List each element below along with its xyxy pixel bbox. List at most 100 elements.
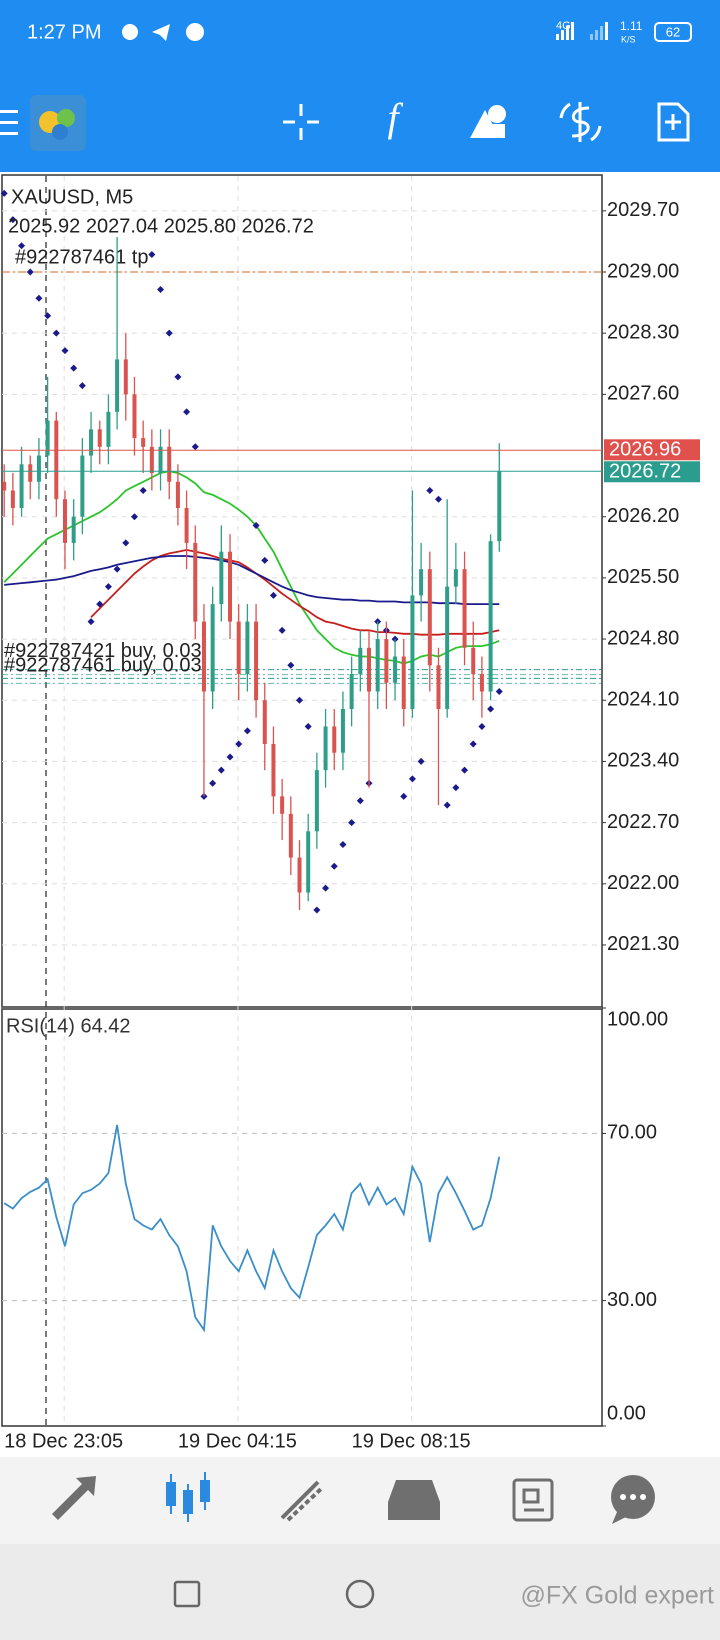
signal-bar xyxy=(590,34,593,40)
sar-dot xyxy=(70,364,78,372)
candle-body xyxy=(62,499,67,543)
header xyxy=(0,0,720,172)
history-tab[interactable] xyxy=(388,1480,440,1520)
crosshair-button[interactable] xyxy=(283,104,319,140)
candle-body xyxy=(419,569,424,596)
candle-body xyxy=(36,455,41,482)
y-tick-label: 2026.20 xyxy=(607,505,679,527)
icon-shape xyxy=(52,1476,96,1520)
menu-line xyxy=(0,132,18,135)
candle-body xyxy=(123,359,128,395)
sar-dot xyxy=(469,740,477,748)
news-tab[interactable] xyxy=(512,1478,554,1522)
candle-body xyxy=(488,541,493,692)
sar-dot xyxy=(61,347,69,355)
candle-body xyxy=(401,656,406,709)
sar-dot xyxy=(209,779,217,787)
signal-bar xyxy=(556,34,559,40)
signal-bar xyxy=(561,30,564,40)
candle-body xyxy=(158,446,163,474)
sar-dot xyxy=(443,801,451,809)
sar-dot xyxy=(252,521,260,529)
sar-dot xyxy=(278,626,286,634)
candle-body xyxy=(349,674,354,709)
system-nav xyxy=(0,1544,720,1640)
bid-price: 2026.72 xyxy=(609,461,681,483)
trade-tab[interactable] xyxy=(280,1480,324,1522)
menu-button[interactable] xyxy=(0,110,18,135)
candle-body xyxy=(132,394,137,439)
y-tick-label: 2022.70 xyxy=(607,811,679,833)
candle-body xyxy=(219,551,224,605)
candle-body xyxy=(97,429,102,447)
new-order-button[interactable] xyxy=(657,102,690,142)
sar-dot xyxy=(487,705,495,713)
home-button[interactable] xyxy=(345,1579,375,1609)
candle-body xyxy=(19,464,24,508)
sar-dot xyxy=(461,766,469,774)
signal-bar xyxy=(605,22,608,40)
candle-body xyxy=(167,446,172,482)
candle-body xyxy=(367,647,371,692)
status-time: 1:27 PM xyxy=(27,21,101,43)
candle-body xyxy=(236,621,241,675)
bid-tag xyxy=(604,461,700,483)
sar-dot xyxy=(217,766,225,774)
x-tick-label: 18 Dec 23:05 xyxy=(4,1430,123,1452)
sar-dot xyxy=(104,583,112,591)
sar-dot xyxy=(87,618,95,626)
candle-body xyxy=(306,831,311,893)
notification-icon xyxy=(186,23,204,41)
y-tick-label: 2027.60 xyxy=(607,383,679,405)
app-icon[interactable] xyxy=(30,95,86,151)
sar-dot xyxy=(35,294,43,302)
candle-body xyxy=(427,569,432,666)
price-panel xyxy=(1,174,603,1008)
objects-button[interactable] xyxy=(470,105,506,138)
candle-body xyxy=(445,586,450,709)
recent-apps-button[interactable] xyxy=(173,1580,201,1608)
sar-dot xyxy=(417,757,425,765)
sar-dot xyxy=(113,565,121,573)
candle-body xyxy=(80,455,85,517)
sar-dot xyxy=(174,373,182,381)
y-tick-label: 2025.50 xyxy=(607,566,679,588)
rsi-line xyxy=(3,1124,501,1333)
candle-body xyxy=(479,674,484,692)
x-tick-label: 19 Dec 08:15 xyxy=(352,1430,471,1452)
chart-tab[interactable] xyxy=(166,1472,210,1522)
candle-body xyxy=(323,726,328,771)
notification-icon xyxy=(152,24,170,41)
sar-dot xyxy=(478,722,486,730)
y-tick-label: 30.00 xyxy=(607,1289,657,1311)
sar-dot xyxy=(148,251,156,259)
candle-body xyxy=(271,743,276,797)
trade-button[interactable] xyxy=(559,102,602,142)
icon-shape xyxy=(488,124,505,138)
candle-body xyxy=(71,516,76,543)
candle-body xyxy=(149,446,154,474)
y-tick-label: 2023.40 xyxy=(607,750,679,772)
quotes-tab[interactable] xyxy=(52,1476,96,1520)
icon-stroke xyxy=(522,1488,540,1504)
y-tick-label: 70.00 xyxy=(607,1122,657,1144)
sar-dot xyxy=(122,539,130,547)
ohlc-label: 2025.92 2027.04 2025.80 2026.72 xyxy=(8,215,314,237)
icon-shape xyxy=(388,1480,440,1520)
icon-stroke xyxy=(657,102,690,142)
candle-body xyxy=(193,542,198,622)
sar-dot xyxy=(313,906,321,914)
candle-body xyxy=(436,665,441,709)
y-tick-label: 2029.70 xyxy=(607,199,679,221)
sar-dot xyxy=(157,285,165,293)
chart-title: XAUUSD, M5 xyxy=(11,186,133,208)
menu-line xyxy=(0,121,18,124)
icon-shape xyxy=(630,1494,636,1500)
icon-shape xyxy=(620,1494,626,1500)
candle-body xyxy=(453,569,458,587)
chat-tab[interactable] xyxy=(611,1475,655,1524)
candle-body xyxy=(340,708,345,753)
menu-line xyxy=(0,110,18,113)
sar-dot xyxy=(235,740,243,748)
